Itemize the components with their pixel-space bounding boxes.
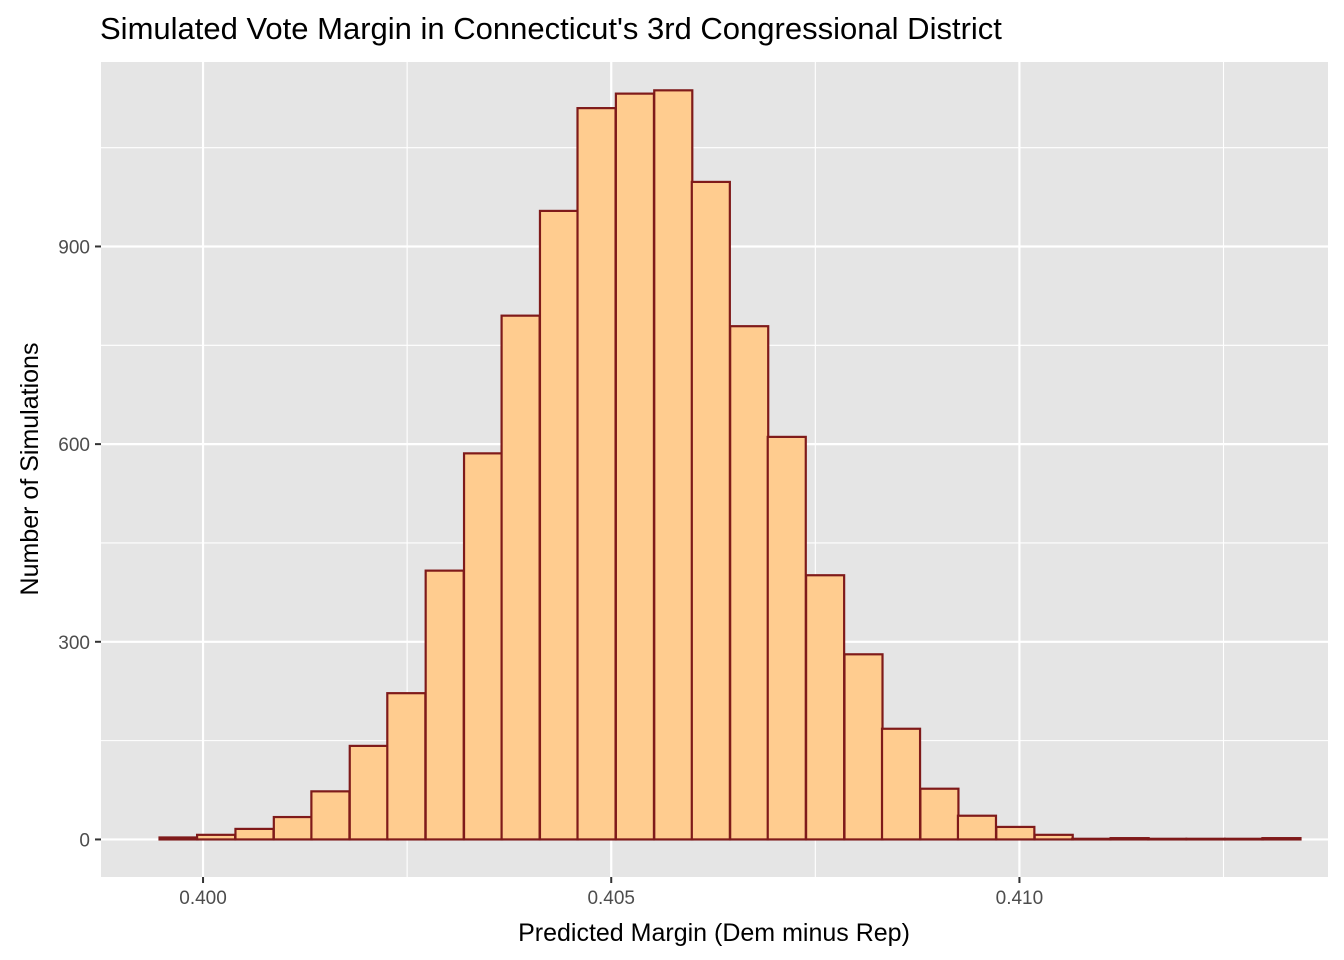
histogram-bar (310, 790, 351, 841)
histogram-bar (1071, 837, 1112, 841)
histogram-bar (538, 209, 580, 841)
histogram-bar (766, 435, 807, 841)
x-axis-title: Predicted Margin (Dem minus Rep) (518, 919, 910, 947)
y-tick-label: 900 (58, 237, 90, 258)
histogram-bar (1185, 837, 1226, 841)
histogram-bar (880, 727, 922, 841)
y-tick-label: 600 (58, 435, 90, 456)
histogram-bar (500, 314, 541, 841)
x-axis-ticks: 0.400 0.405 0.410 (179, 877, 1043, 909)
histogram-bar (1261, 837, 1302, 841)
histogram-bars (158, 89, 1302, 841)
histogram-bar (804, 574, 846, 841)
histogram-bar (1033, 833, 1074, 841)
histogram-bar (1109, 837, 1150, 841)
chart-title: Simulated Vote Margin in Connecticut's 3… (100, 11, 1002, 46)
histogram-bar (614, 92, 656, 841)
histogram-bar (729, 325, 770, 841)
histogram-bar (158, 836, 199, 841)
histogram-bar (653, 89, 694, 841)
histogram-bar (386, 692, 427, 841)
y-axis-title: Number of Simulations (16, 343, 44, 596)
histogram-bar (1223, 837, 1265, 841)
histogram-bar (348, 744, 389, 841)
histogram-bar (234, 827, 275, 841)
histogram-bar (1147, 837, 1188, 841)
x-tick-label: 0.400 (179, 888, 227, 909)
x-tick-label: 0.410 (996, 888, 1044, 909)
histogram-bar (919, 787, 960, 841)
histogram-bar (690, 180, 731, 841)
histogram-bar (424, 569, 465, 841)
histogram-bar (272, 815, 313, 841)
histogram-bar (843, 653, 884, 841)
y-tick-label: 0 (79, 830, 90, 851)
y-tick-label: 300 (58, 633, 90, 654)
histogram-bar (195, 833, 237, 841)
histogram-bar (462, 452, 504, 841)
histogram-bar (956, 814, 998, 841)
histogram-bar (576, 107, 617, 841)
histogram-bar (995, 825, 1036, 841)
x-tick-label: 0.405 (587, 888, 635, 909)
y-axis-ticks: 0 300 600 900 (58, 237, 101, 851)
